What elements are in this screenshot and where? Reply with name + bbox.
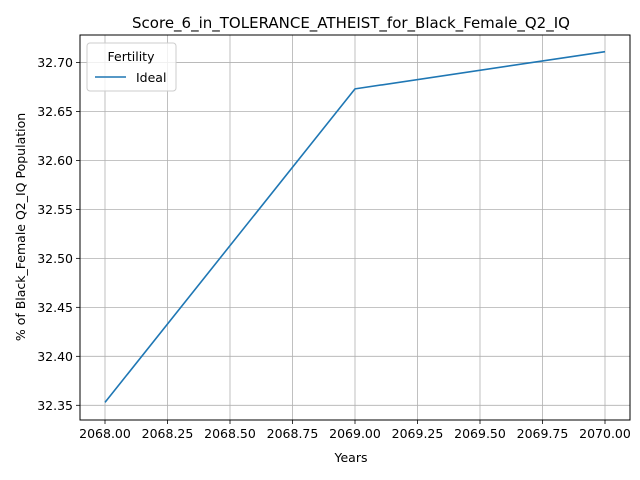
legend: Fertility Ideal (86, 42, 177, 92)
x-tick-label: 2070.00 (579, 426, 631, 441)
y-tick-label: 32.70 (37, 55, 73, 70)
y-tick-label: 32.60 (37, 153, 73, 168)
x-tick-label: 2068.75 (267, 426, 319, 441)
x-tick-label: 2069.50 (454, 426, 506, 441)
x-axis-label: Years (334, 450, 368, 465)
legend-title: Fertility (108, 49, 156, 64)
x-axis-ticks: 2068.00 2068.25 2068.50 2068.75 2069.00 2069.… (79, 420, 631, 441)
chart-title: Score_6_in_TOLERANCE_ATHEIST_for_Black_F… (132, 14, 570, 33)
legend-label-ideal: Ideal (136, 70, 166, 85)
y-tick-label: 32.50 (37, 251, 73, 266)
x-tick-label: 2069.75 (517, 426, 569, 441)
y-tick-label: 32.35 (37, 398, 73, 413)
legend-box (86, 42, 177, 92)
y-tick-label: 32.55 (37, 202, 73, 217)
x-tick-label: 2068.00 (79, 426, 131, 441)
x-tick-label: 2069.00 (329, 426, 381, 441)
x-tick-label: 2068.25 (142, 426, 194, 441)
y-axis-ticks: 32.35 32.40 32.45 32.50 32.55 32.60 32.65 32.70 (37, 55, 80, 413)
x-tick-label: 2068.50 (204, 426, 256, 441)
y-tick-label: 32.65 (37, 104, 73, 119)
x-tick-label: 2069.25 (392, 426, 444, 441)
series-line-ideal (104, 50, 606, 403)
y-tick-label: 32.40 (37, 349, 73, 364)
y-tick-label: 32.45 (37, 300, 73, 315)
y-axis-label: % of Black_Female Q2_IQ Population (13, 113, 28, 341)
series-layer (104, 50, 606, 403)
grid (80, 35, 630, 420)
